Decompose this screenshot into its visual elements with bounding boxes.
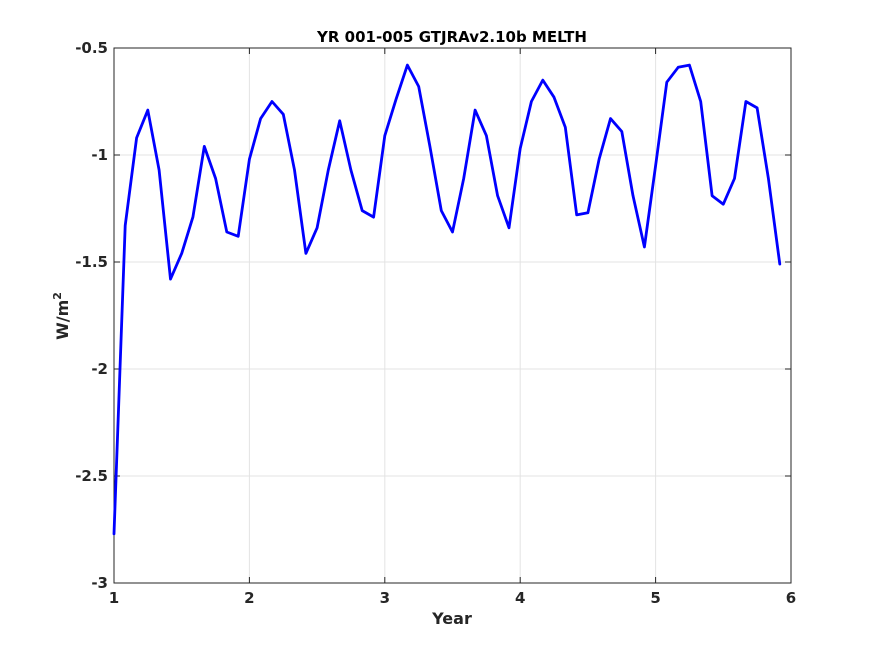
y-tick-label: -3 <box>91 574 108 592</box>
y-tick-label: -1 <box>91 146 108 164</box>
y-tick-label: -2 <box>91 360 108 378</box>
y-axis-label-superscript: 2 <box>51 292 64 300</box>
y-axis-label-base: W/m <box>53 300 72 340</box>
tick-layer: 1 2 3 4 5 6 -3 -2.5 -2 -1.5 -1 -0.5 <box>75 39 796 607</box>
plot-frame <box>113 47 792 584</box>
y-tick-label: -1.5 <box>75 253 108 271</box>
x-tick-label: 4 <box>515 589 525 607</box>
x-tick-label: 5 <box>650 589 660 607</box>
x-tick-label: 6 <box>786 589 796 607</box>
x-axis-label: Year <box>431 609 472 628</box>
y-tick-label: -0.5 <box>75 39 108 57</box>
chart-title: YR 001-005 GTJRAv2.10b MELTH <box>316 28 587 46</box>
x-tick-label: 2 <box>244 589 254 607</box>
x-tick-label: 1 <box>109 589 119 607</box>
series-line <box>112 63 782 536</box>
grid-layer <box>113 47 792 584</box>
y-tick-label: -2.5 <box>75 467 108 485</box>
series-layer <box>112 63 782 536</box>
x-tick-label: 3 <box>380 589 390 607</box>
y-axis-label: W/m2 <box>51 292 72 340</box>
